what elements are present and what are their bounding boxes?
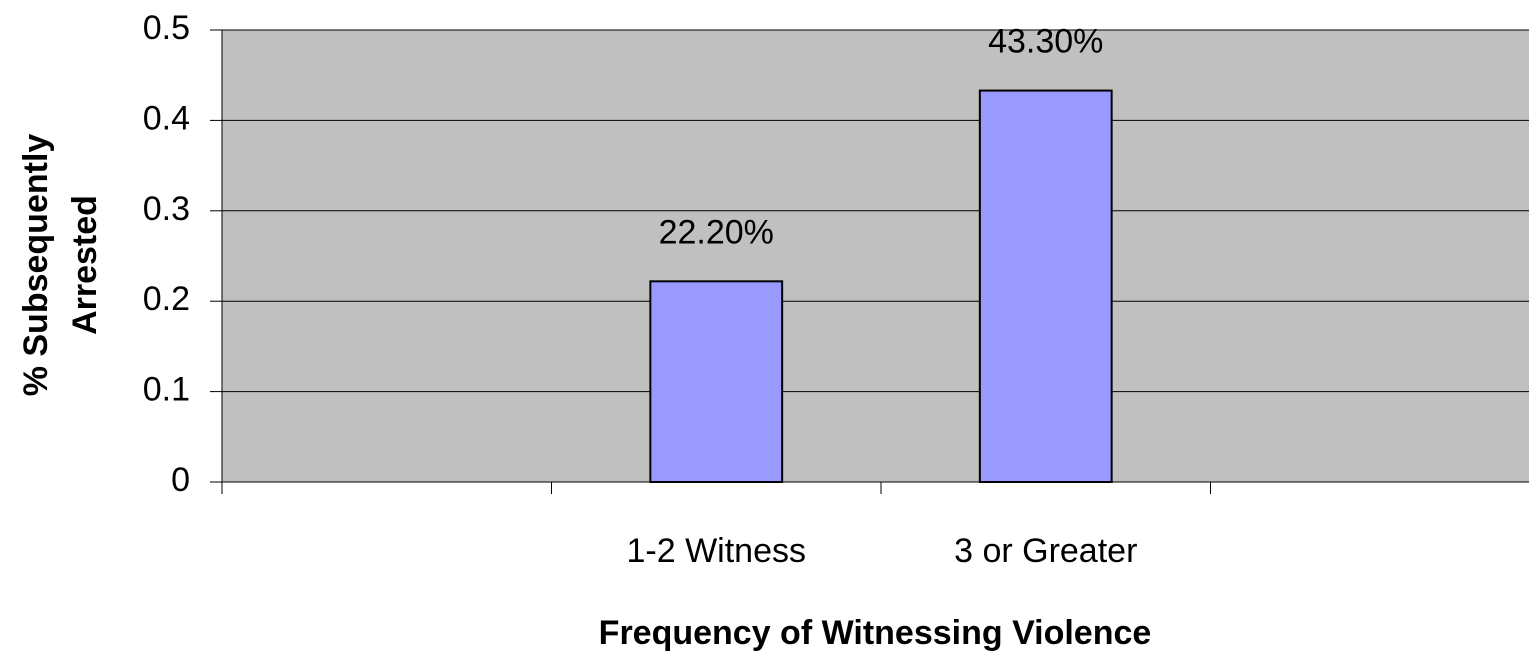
value-label: 22.20% [659, 213, 774, 251]
y-tick-label: 0.5 [143, 9, 190, 47]
plot-area [221, 29, 1529, 483]
y-tick-label: 0.4 [143, 99, 190, 137]
bar [649, 280, 784, 484]
x-axis-title: Frequency of Witnessing Violence [599, 614, 1152, 652]
x-tick-label: 1-2 Witness [627, 532, 807, 570]
y-tick-label: 0 [171, 461, 190, 499]
y-axis-title: % Subsequently [17, 134, 55, 397]
bar [978, 89, 1113, 484]
y-tick-label: 0.3 [143, 190, 190, 228]
y-tick-label: 0.2 [143, 280, 190, 318]
x-tick-label: 3 or Greater [954, 532, 1137, 570]
y-tick-label: 0.1 [143, 371, 190, 409]
y-axis-title: Arrested [66, 195, 104, 335]
value-label: 43.30% [988, 23, 1103, 61]
